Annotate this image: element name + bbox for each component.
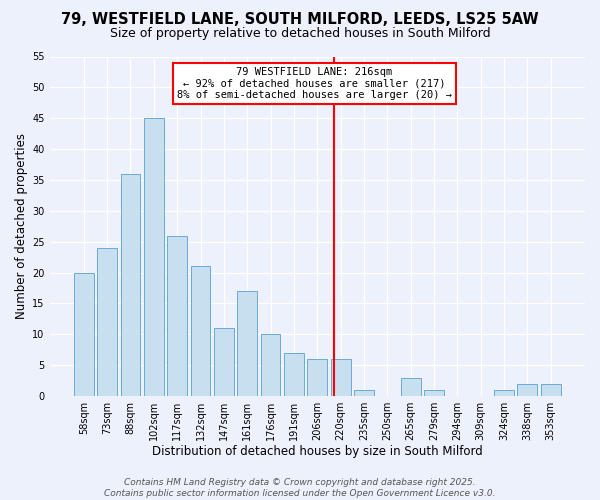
Bar bbox=[517, 384, 538, 396]
Bar bbox=[237, 291, 257, 396]
Bar bbox=[167, 236, 187, 396]
X-axis label: Distribution of detached houses by size in South Milford: Distribution of detached houses by size … bbox=[152, 444, 482, 458]
Bar bbox=[541, 384, 560, 396]
Bar bbox=[424, 390, 444, 396]
Bar bbox=[307, 359, 327, 396]
Bar bbox=[191, 266, 211, 396]
Bar bbox=[260, 334, 280, 396]
Text: 79 WESTFIELD LANE: 216sqm
← 92% of detached houses are smaller (217)
8% of semi-: 79 WESTFIELD LANE: 216sqm ← 92% of detac… bbox=[177, 66, 452, 100]
Bar bbox=[214, 328, 234, 396]
Bar bbox=[331, 359, 350, 396]
Bar bbox=[144, 118, 164, 396]
Bar bbox=[74, 272, 94, 396]
Bar bbox=[494, 390, 514, 396]
Text: Contains HM Land Registry data © Crown copyright and database right 2025.
Contai: Contains HM Land Registry data © Crown c… bbox=[104, 478, 496, 498]
Bar bbox=[284, 353, 304, 396]
Bar bbox=[401, 378, 421, 396]
Bar bbox=[354, 390, 374, 396]
Text: Size of property relative to detached houses in South Milford: Size of property relative to detached ho… bbox=[110, 28, 490, 40]
Bar bbox=[97, 248, 117, 396]
Y-axis label: Number of detached properties: Number of detached properties bbox=[15, 134, 28, 320]
Bar bbox=[121, 174, 140, 396]
Text: 79, WESTFIELD LANE, SOUTH MILFORD, LEEDS, LS25 5AW: 79, WESTFIELD LANE, SOUTH MILFORD, LEEDS… bbox=[61, 12, 539, 28]
